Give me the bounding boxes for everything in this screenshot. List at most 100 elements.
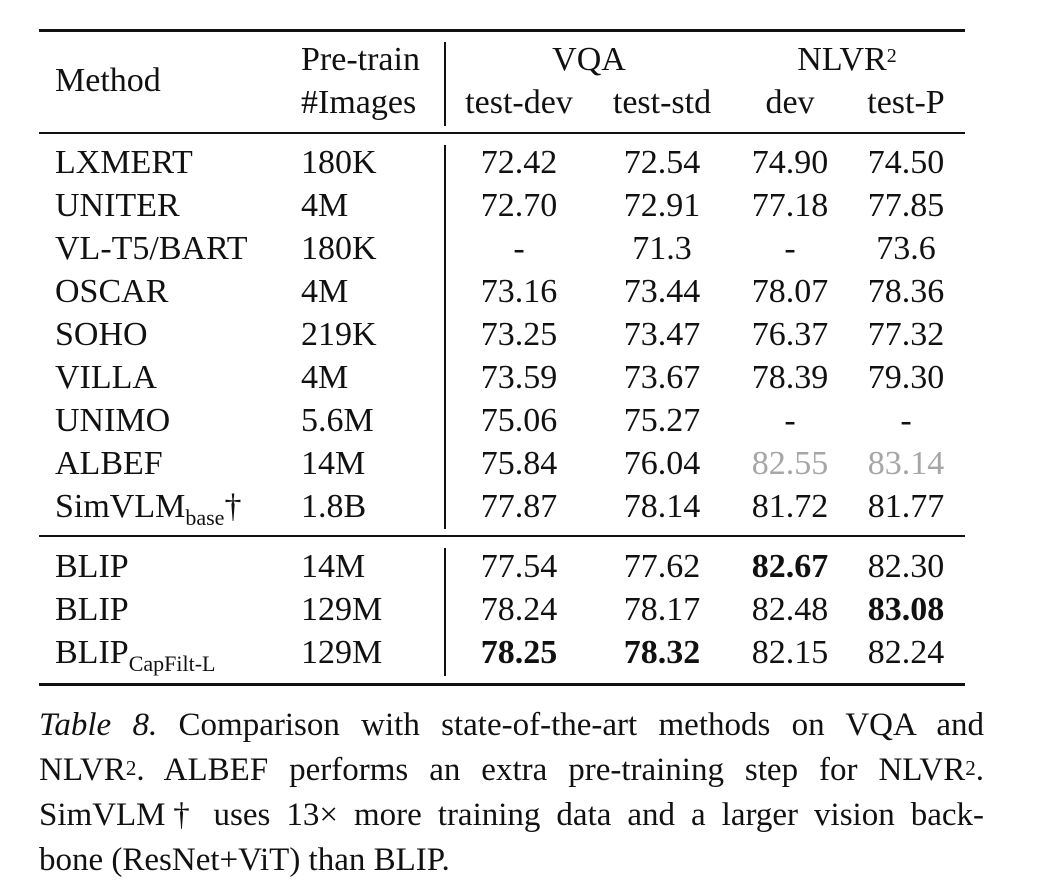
row-test-p: 83.08 <box>867 591 945 628</box>
caption-line: bone (ResNet+ViT) than BLIP. <box>39 842 450 878</box>
row-images: 219K <box>301 316 377 353</box>
row-test-dev: 78.24 <box>480 591 558 628</box>
row-images: 129M <box>301 634 383 671</box>
row-test-p: 74.50 <box>867 144 945 181</box>
row-method-subscript: CapFilt-L <box>128 651 216 676</box>
table-caption: Table 8. Comparison with state-of-the-ar… <box>39 703 984 883</box>
caption-line: Table 8. Comparison with state-of-the-ar… <box>39 703 984 748</box>
row-test-p: 82.30 <box>867 548 945 585</box>
row-dev: 82.48 <box>751 591 829 628</box>
row-test-std: 73.67 <box>623 359 701 396</box>
caption-line: SimVLM† uses 13× more training data and … <box>39 797 984 833</box>
row-dev: 76.37 <box>751 316 829 353</box>
header-nlvr-label: NLVR <box>797 41 887 78</box>
row-method-name: SimVLM <box>55 488 186 525</box>
row-dev: 82.67 <box>751 548 829 585</box>
row-test-std: 76.04 <box>623 445 701 482</box>
row-test-dev: - <box>513 230 525 267</box>
header-nlvr: NLVR2 <box>787 40 907 80</box>
header-vqa: VQA <box>552 41 626 78</box>
row-test-std: 78.32 <box>623 634 701 671</box>
row-test-p: 81.77 <box>867 488 945 525</box>
row-method: VL-T5/BART <box>55 230 248 267</box>
row-test-dev: 75.84 <box>480 445 558 482</box>
row-dev: 81.72 <box>751 488 829 525</box>
row-test-p: 82.24 <box>867 634 945 671</box>
row-test-std: 71.3 <box>632 230 692 267</box>
row-images: 4M <box>301 187 349 224</box>
row-images: 14M <box>301 548 366 585</box>
caption-label: Table 8. <box>39 707 158 743</box>
row-images: 180K <box>301 230 377 267</box>
row-test-dev: 72.42 <box>480 144 558 181</box>
row-method: ALBEF <box>55 445 163 482</box>
row-images: 129M <box>301 591 383 628</box>
table-vertical-rule-header <box>444 42 446 126</box>
row-test-std: 73.47 <box>623 316 701 353</box>
row-method: SimVLMbase† <box>55 487 241 530</box>
row-dev: 82.15 <box>751 634 829 671</box>
row-method: BLIP <box>55 548 129 585</box>
row-test-dev: 77.54 <box>480 548 558 585</box>
header-images: #Images <box>301 84 417 121</box>
row-method: LXMERT <box>55 144 193 181</box>
header-method: Method <box>55 62 161 99</box>
header-test-p: test-P <box>867 84 945 121</box>
row-method: OSCAR <box>55 273 169 310</box>
header-nlvr-sup: 2 <box>886 45 897 67</box>
table-vertical-rule-body2 <box>444 548 446 676</box>
header-test-dev: test-dev <box>465 84 573 121</box>
row-dev: - <box>784 402 796 439</box>
table-bottom-rule <box>39 683 965 686</box>
table-vertical-rule-body1 <box>444 145 446 529</box>
row-test-dev: 72.70 <box>480 187 558 224</box>
row-test-p: 77.32 <box>867 316 945 353</box>
row-test-dev: 73.59 <box>480 359 558 396</box>
row-dev: 82.55 <box>751 445 829 482</box>
row-test-p: - <box>900 402 912 439</box>
caption-period: . <box>975 752 984 788</box>
row-test-std: 72.91 <box>623 187 701 224</box>
header-test-std: test-std <box>612 84 712 121</box>
row-test-std: 78.14 <box>623 488 701 525</box>
caption-line2-text: . ALBEF performs an extra pre-training s… <box>136 752 966 788</box>
row-test-p: 79.30 <box>867 359 945 396</box>
row-dev: 78.07 <box>751 273 829 310</box>
header-pretrain: Pre-train <box>301 41 420 78</box>
caption-nlvr: NLVR <box>39 752 126 788</box>
row-method: VILLA <box>55 359 157 396</box>
row-method-dagger: † <box>224 488 242 525</box>
row-images: 180K <box>301 144 377 181</box>
row-test-dev: 73.25 <box>480 316 558 353</box>
table-top-rule <box>39 29 965 32</box>
row-method: BLIP <box>55 591 129 628</box>
row-test-std: 72.54 <box>623 144 701 181</box>
row-test-std: 78.17 <box>623 591 701 628</box>
row-test-dev: 77.87 <box>480 488 558 525</box>
row-method: UNITER <box>55 187 180 224</box>
row-test-p: 77.85 <box>867 187 945 224</box>
row-test-p: 73.6 <box>876 230 936 267</box>
row-images: 1.8B <box>301 488 367 525</box>
caption-line: NLVR2. ALBEF performs an extra pre-train… <box>39 748 984 793</box>
row-method-name: BLIP <box>55 634 129 671</box>
row-test-dev: 78.25 <box>480 634 558 671</box>
row-method: UNIMO <box>55 402 171 439</box>
row-dev: - <box>784 230 796 267</box>
caption-nlvr-sup: 2 <box>125 756 137 780</box>
row-images: 5.6M <box>301 402 374 439</box>
table-group-rule <box>39 535 965 537</box>
row-images: 4M <box>301 359 349 396</box>
row-method: BLIPCapFilt-L <box>55 633 215 676</box>
row-images: 4M <box>301 273 349 310</box>
row-images: 14M <box>301 445 366 482</box>
header-dev: dev <box>765 84 815 121</box>
row-test-p: 83.14 <box>867 445 945 482</box>
caption-line1-text: Comparison with state-of-the-art methods… <box>178 707 984 743</box>
caption-nlvr-sup: 2 <box>965 756 976 780</box>
row-test-std: 73.44 <box>623 273 701 310</box>
row-test-dev: 75.06 <box>480 402 558 439</box>
row-dev: 77.18 <box>751 187 829 224</box>
row-test-std: 75.27 <box>623 402 701 439</box>
row-dev: 78.39 <box>751 359 829 396</box>
